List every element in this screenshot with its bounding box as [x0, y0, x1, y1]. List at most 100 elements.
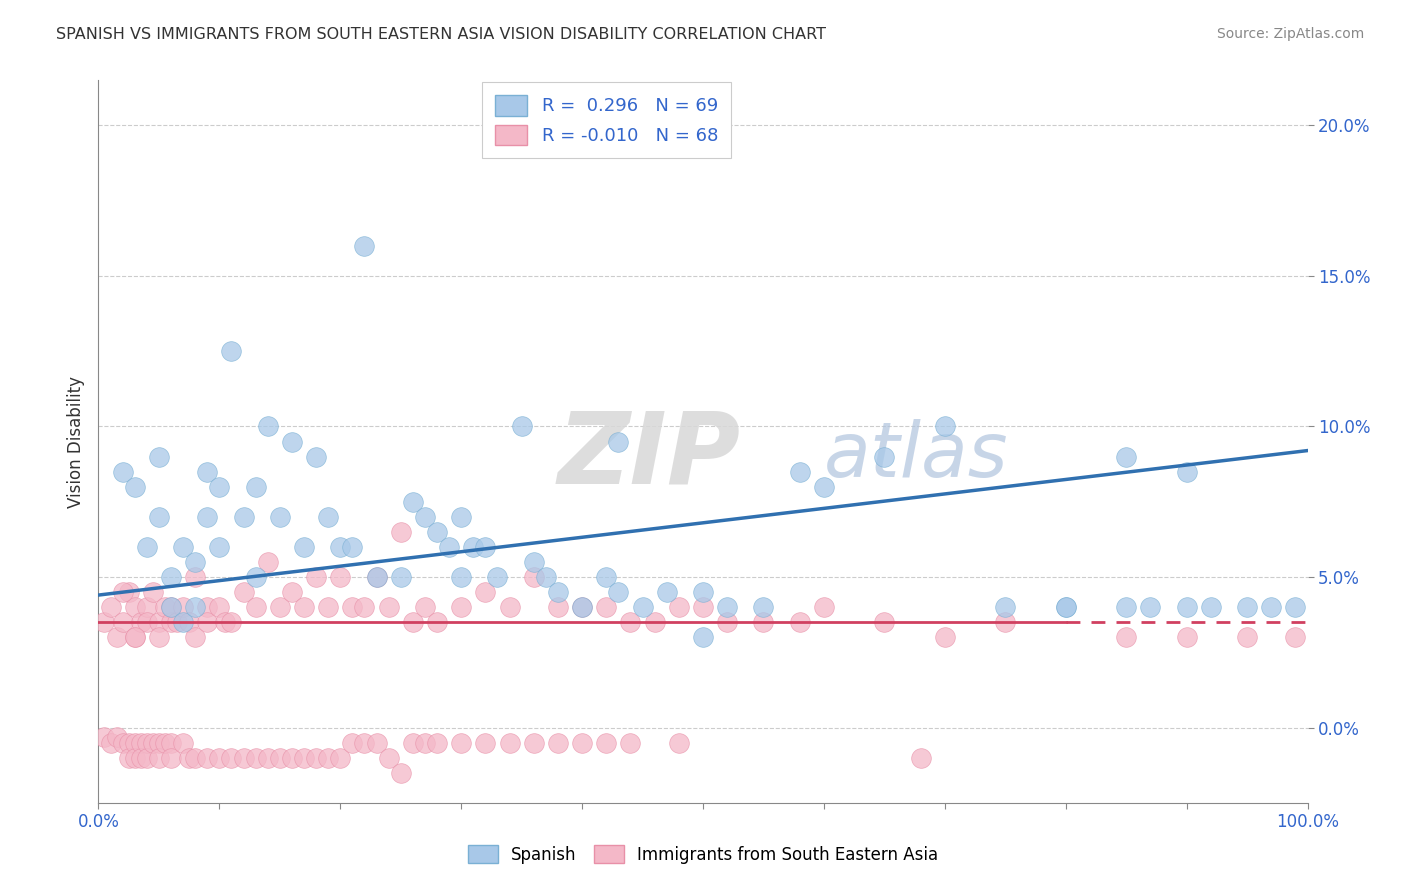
Point: [450, 570, 472, 584]
Point: [172, 540, 194, 554]
Point: [377, 750, 399, 764]
Point: [547, 585, 569, 599]
Point: [160, 735, 183, 749]
Point: [148, 735, 170, 749]
Point: [100, 735, 122, 749]
Point: [179, 750, 201, 764]
Point: [160, 615, 183, 630]
Point: [195, 465, 218, 479]
Point: [329, 750, 352, 764]
Point: [607, 585, 630, 599]
Point: [426, 735, 449, 749]
Point: [1115, 600, 1137, 615]
Point: [1199, 600, 1222, 615]
Point: [692, 630, 714, 644]
Point: [245, 480, 267, 494]
Point: [571, 600, 593, 615]
Point: [148, 615, 170, 630]
Point: [910, 750, 932, 764]
Y-axis label: Vision Disability: Vision Disability: [66, 376, 84, 508]
Point: [644, 615, 666, 630]
Point: [402, 494, 425, 508]
Point: [571, 600, 593, 615]
Point: [1175, 465, 1198, 479]
Point: [389, 524, 412, 539]
Point: [129, 615, 152, 630]
Point: [245, 750, 267, 764]
Point: [124, 600, 146, 615]
Point: [450, 600, 472, 615]
Point: [148, 750, 170, 764]
Point: [221, 615, 243, 630]
Point: [124, 480, 146, 494]
Point: [426, 615, 449, 630]
Point: [172, 615, 194, 630]
Point: [281, 750, 304, 764]
Point: [692, 600, 714, 615]
Point: [184, 630, 207, 644]
Point: [179, 615, 201, 630]
Point: [305, 570, 328, 584]
Point: [377, 600, 399, 615]
Point: [93, 730, 115, 744]
Point: [1115, 630, 1137, 644]
Point: [486, 570, 509, 584]
Text: ZIP: ZIP: [558, 408, 741, 505]
Point: [450, 509, 472, 524]
Point: [595, 570, 617, 584]
Point: [148, 630, 170, 644]
Point: [1236, 630, 1258, 644]
Point: [342, 735, 364, 749]
Point: [305, 450, 328, 464]
Point: [135, 735, 157, 749]
Point: [195, 600, 218, 615]
Point: [124, 630, 146, 644]
Point: [292, 600, 315, 615]
Point: [142, 735, 165, 749]
Point: [498, 600, 520, 615]
Point: [523, 570, 546, 584]
Point: [329, 540, 352, 554]
Point: [281, 585, 304, 599]
Point: [172, 600, 194, 615]
Point: [789, 465, 811, 479]
Point: [571, 735, 593, 749]
Point: [111, 465, 134, 479]
Point: [366, 570, 388, 584]
Point: [153, 600, 176, 615]
Point: [752, 600, 775, 615]
Point: [93, 615, 115, 630]
Point: [389, 570, 412, 584]
Point: [1260, 600, 1282, 615]
Point: [402, 615, 425, 630]
Point: [413, 735, 436, 749]
Point: [1115, 450, 1137, 464]
Point: [292, 540, 315, 554]
Point: [353, 600, 375, 615]
Point: [124, 750, 146, 764]
Point: [118, 585, 141, 599]
Point: [135, 540, 157, 554]
Point: [221, 750, 243, 764]
Point: [135, 600, 157, 615]
Point: [100, 600, 122, 615]
Point: [716, 615, 738, 630]
Point: [111, 585, 134, 599]
Point: [256, 555, 278, 569]
Point: [523, 555, 546, 569]
Point: [474, 735, 496, 749]
Point: [353, 239, 375, 253]
Point: [450, 735, 472, 749]
Point: [111, 735, 134, 749]
Point: [129, 750, 152, 764]
Point: [342, 540, 364, 554]
Point: [631, 600, 654, 615]
Point: [474, 540, 496, 554]
Point: [208, 480, 231, 494]
Point: [118, 750, 141, 764]
Text: atlas: atlas: [824, 419, 1008, 493]
Point: [353, 735, 375, 749]
Point: [873, 450, 896, 464]
Legend: Spanish, Immigrants from South Eastern Asia: Spanish, Immigrants from South Eastern A…: [461, 838, 945, 871]
Point: [208, 750, 231, 764]
